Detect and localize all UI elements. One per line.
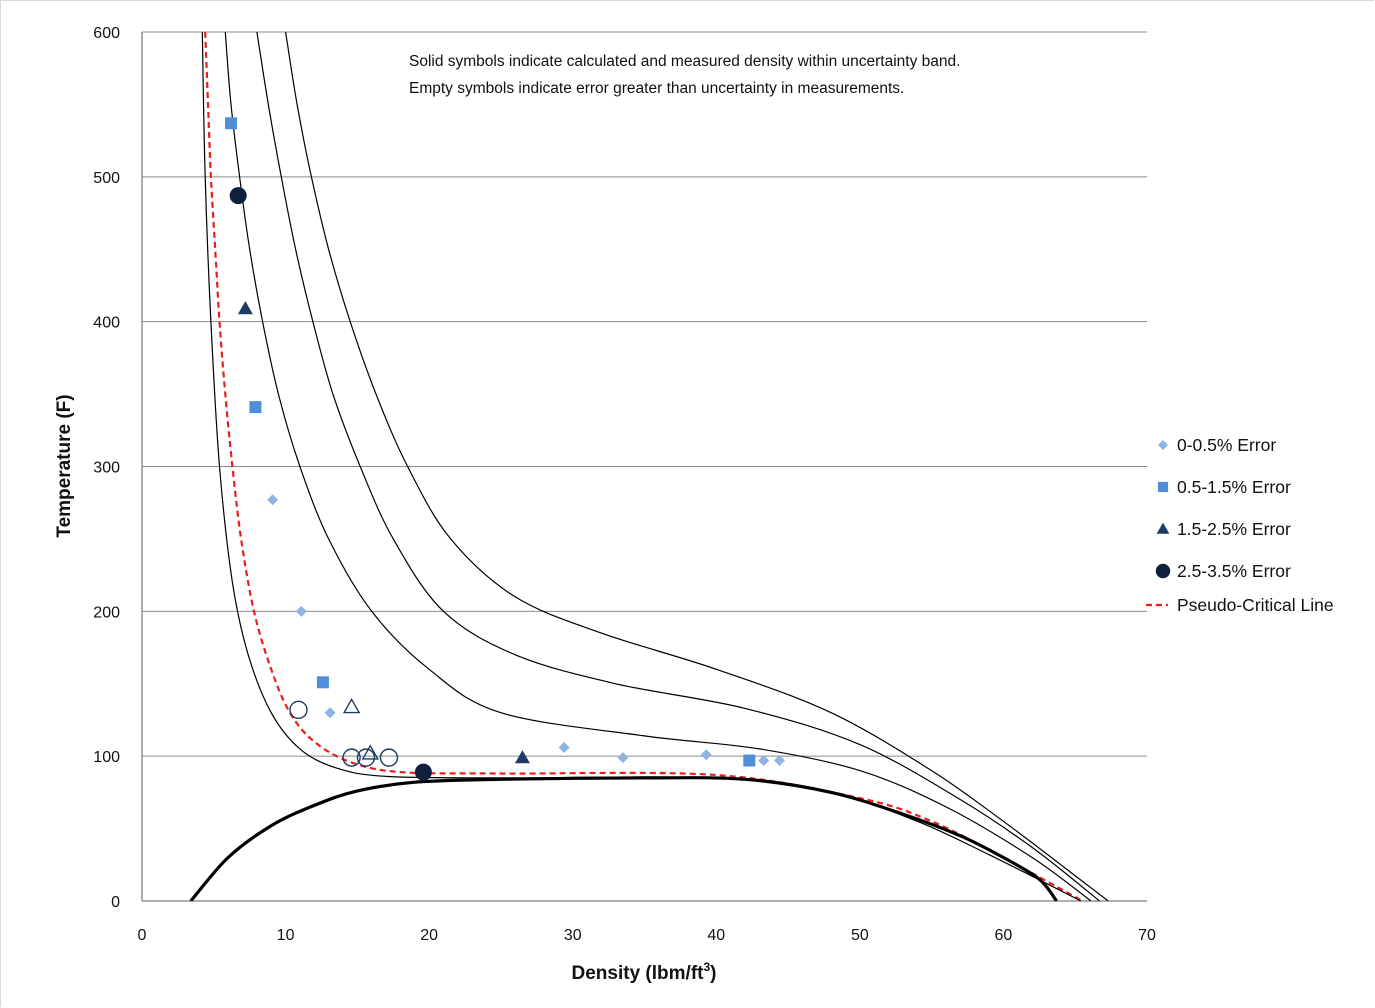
- data-point-circle-empty-5-2: [356, 748, 376, 767]
- x-axis-label: Density (lbm/ft3): [572, 960, 717, 984]
- y-tick-label-100: 100: [93, 749, 120, 766]
- x-tick-label-60: 60: [995, 927, 1013, 944]
- data-point-circle-empty-5-0: [289, 700, 308, 720]
- data-points: [225, 117, 785, 781]
- x-tick-label-10: 10: [277, 927, 295, 944]
- legend-label-3: 2.5-3.5% Error: [1177, 561, 1291, 581]
- data-point-square-1-0: [225, 117, 238, 130]
- legend-label-0: 0-0.5% Error: [1177, 435, 1276, 455]
- x-tick-label-40: 40: [707, 927, 725, 944]
- x-axis-label-end: ): [710, 963, 716, 984]
- data-point-diamond-0-0: [267, 494, 279, 506]
- data-point-triangle-empty-3-1: [361, 744, 379, 760]
- legend-label-4: Pseudo-Critical Line: [1177, 595, 1334, 615]
- curve-isobar-4: [285, 32, 1109, 901]
- tick-labels: 0 100 200 300 400 500 600 0 10 20 30 40 50 60 70: [93, 25, 1156, 944]
- x-tick-label-70: 70: [1138, 927, 1156, 944]
- y-tick-label-300: 300: [93, 460, 120, 477]
- x-tick-label-30: 30: [564, 927, 582, 944]
- data-point-diamond-0-7: [773, 755, 785, 767]
- y-tick-label-600: 600: [93, 25, 120, 42]
- data-point-diamond-0-2: [324, 707, 336, 719]
- curve-isobar-2: [224, 32, 1092, 901]
- data-point-diamond-0-1: [295, 605, 307, 617]
- legend-swatch-triangle: [1156, 522, 1170, 534]
- data-point-square-1-2: [316, 676, 329, 689]
- y-tick-label-200: 200: [93, 604, 120, 621]
- x-tick-label-20: 20: [420, 927, 438, 944]
- data-point-triangle-2-1: [514, 750, 530, 764]
- x-tick-label-0: 0: [138, 927, 147, 944]
- y-axis-label: Temperature (F): [54, 394, 75, 537]
- y-tick-label-500: 500: [93, 170, 120, 187]
- data-point-diamond-0-4: [617, 752, 629, 764]
- data-point-diamond-0-5: [700, 749, 712, 761]
- data-point-triangle-2-0: [237, 301, 253, 315]
- annotation-line-1: Solid symbols indicate calculated and me…: [409, 53, 960, 70]
- legend-swatch-diamond: [1158, 440, 1168, 450]
- legend-label-1: 0.5-1.5% Error: [1177, 477, 1291, 497]
- legend-swatch-circle: [1155, 563, 1171, 579]
- x-tick-label-50: 50: [851, 927, 869, 944]
- y-tick-label-0: 0: [111, 894, 120, 911]
- legend: 0-0.5% Error 0.5-1.5% Error 1.5-2.5% Error…: [1146, 435, 1334, 615]
- data-point-circle-empty-5-3: [379, 748, 399, 767]
- data-point-circle-4-1: [414, 763, 432, 781]
- legend-label-2: 1.5-2.5% Error: [1177, 519, 1291, 539]
- curves: [189, 32, 1109, 901]
- data-point-circle-empty-5-1: [342, 748, 361, 767]
- legend-swatch-square: [1157, 481, 1169, 493]
- annotation-line-2: Empty symbols indicate error greater tha…: [409, 80, 904, 97]
- curve-isobar-3: [256, 32, 1100, 901]
- axes: [141, 32, 1147, 902]
- data-point-square-1-3: [743, 754, 756, 767]
- curve-saturation-dome: [189, 776, 1058, 901]
- data-point-circle-4-0: [229, 187, 247, 205]
- data-point-square-1-1: [249, 401, 262, 414]
- x-axis-label-superscript: 3: [703, 960, 710, 974]
- y-tick-label-400: 400: [93, 315, 120, 332]
- data-point-triangle-empty-3-0: [342, 698, 361, 714]
- data-point-diamond-0-6: [758, 755, 770, 767]
- data-point-diamond-0-3: [558, 741, 570, 753]
- gridlines: [142, 31, 1147, 757]
